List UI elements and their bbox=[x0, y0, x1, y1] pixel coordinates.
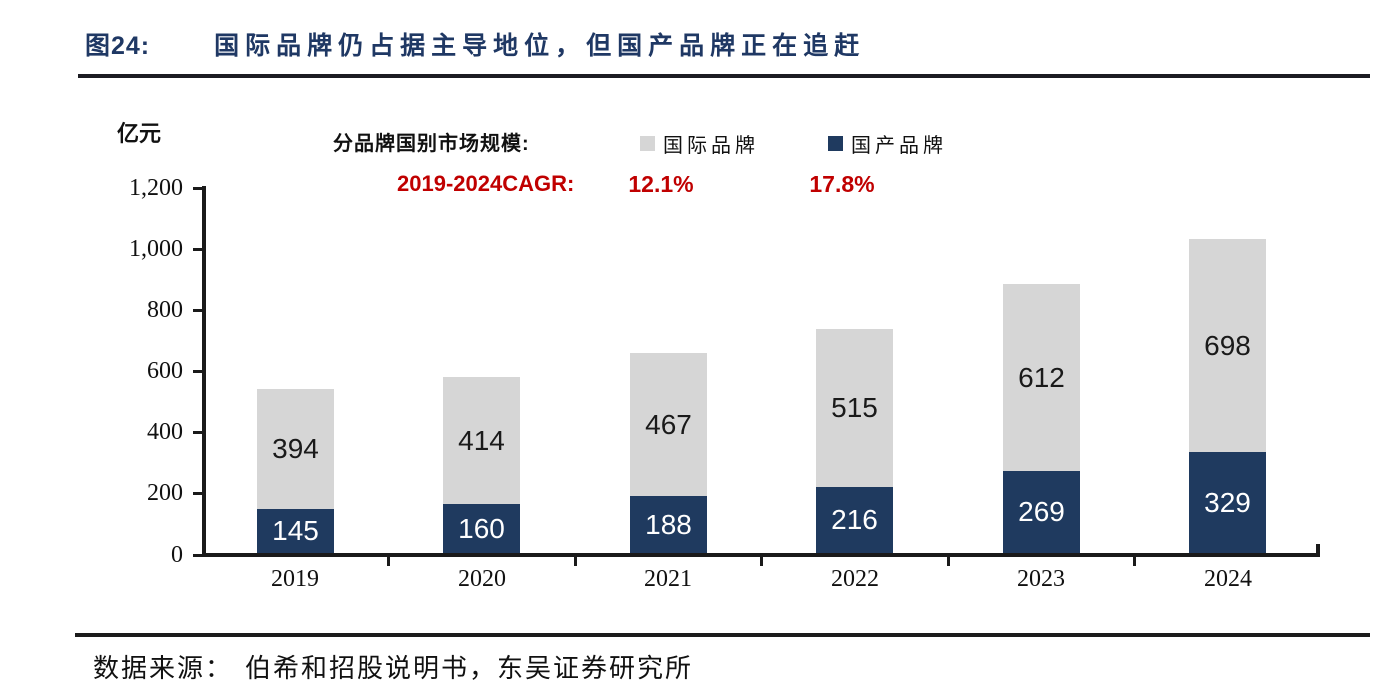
bar-2023-domestic-segment: 269 bbox=[1003, 471, 1080, 553]
bar-2022-domestic-value: 216 bbox=[831, 504, 878, 535]
title-divider bbox=[78, 74, 1370, 78]
bar-2020-domestic-segment: 160 bbox=[443, 504, 520, 553]
x-axis-tick bbox=[760, 557, 763, 566]
x-axis-label-2022: 2022 bbox=[831, 566, 879, 592]
bar-2019-international-segment: 394 bbox=[257, 389, 334, 509]
legend-item-domestic: 国产品牌 bbox=[828, 129, 947, 158]
y-axis-tick bbox=[193, 431, 202, 434]
y-axis-unit-label: 亿元 bbox=[117, 121, 162, 146]
cagr-row-label: 2019-2024CAGR: bbox=[397, 171, 575, 196]
x-axis-label-2021: 2021 bbox=[644, 566, 692, 592]
y-axis-label-1200: 1,200 bbox=[129, 175, 183, 201]
footer-divider bbox=[75, 633, 1370, 637]
bar-2020-international-value: 414 bbox=[458, 424, 505, 456]
bar-2023-international-value: 612 bbox=[1018, 361, 1065, 393]
source-text: 伯希和招股说明书，东吴证券研究所 bbox=[245, 653, 694, 683]
y-axis-tick bbox=[193, 492, 202, 495]
bar-2021-international-value: 467 bbox=[645, 408, 692, 440]
x-axis-end-tick bbox=[1316, 544, 1320, 557]
figure-title: 图24: 国际品牌仍占据主导地位，但国产品牌正在追赶 bbox=[85, 26, 865, 62]
legend-label-domestic: 国产品牌 bbox=[851, 135, 947, 157]
legend-swatch-domestic bbox=[828, 136, 843, 151]
figure-number: 图24: bbox=[85, 32, 151, 60]
y-axis-tick bbox=[193, 187, 202, 190]
bar-2023-domestic-value: 269 bbox=[1018, 496, 1065, 527]
x-axis-tick bbox=[387, 557, 390, 566]
bar-2022-domestic-segment: 216 bbox=[816, 487, 893, 553]
y-axis-tick bbox=[193, 309, 202, 312]
cagr-value-international: 12.1% bbox=[628, 171, 694, 197]
legend-heading: 分品牌国别市场规模: bbox=[333, 133, 530, 155]
y-axis-label-600: 600 bbox=[147, 358, 183, 384]
y-axis-label-0: 0 bbox=[171, 542, 183, 568]
source-label: 数据来源： bbox=[93, 653, 234, 683]
source-line: 数据来源： 伯希和招股说明书，东吴证券研究所 bbox=[93, 648, 693, 685]
x-axis-line bbox=[202, 553, 1320, 557]
bar-2022-international-value: 515 bbox=[831, 392, 878, 423]
x-axis-label-2023: 2023 bbox=[1017, 566, 1065, 592]
y-axis-label-400: 400 bbox=[147, 419, 183, 445]
y-axis-tick bbox=[193, 554, 202, 557]
cagr-value-domestic: 17.8% bbox=[809, 171, 875, 197]
bar-2019-domestic-value: 145 bbox=[272, 515, 319, 546]
bar-2021-international-segment: 467 bbox=[630, 353, 707, 496]
x-axis-label-2024: 2024 bbox=[1204, 566, 1252, 592]
x-axis-tick bbox=[947, 557, 950, 566]
bar-2024-international-value: 698 bbox=[1204, 329, 1251, 361]
y-axis-label-1000: 1,000 bbox=[129, 236, 183, 262]
x-axis-label-2019: 2019 bbox=[271, 566, 319, 592]
bar-2022-international-segment: 515 bbox=[816, 329, 893, 487]
y-axis-label-200: 200 bbox=[147, 480, 183, 506]
y-axis-label-800: 800 bbox=[147, 297, 183, 323]
y-axis-tick bbox=[193, 248, 202, 251]
x-axis-label-2020: 2020 bbox=[458, 566, 506, 592]
x-axis-tick bbox=[1133, 557, 1136, 566]
legend-item-international: 国际品牌 bbox=[640, 129, 759, 158]
bar-2020-domestic-value: 160 bbox=[458, 512, 505, 544]
bar-2021-domestic-value: 188 bbox=[645, 508, 692, 540]
legend-swatch-international bbox=[640, 136, 655, 151]
x-axis-tick bbox=[574, 557, 577, 566]
bar-2024-domestic-value: 329 bbox=[1204, 486, 1251, 518]
bar-2021-domestic-segment: 188 bbox=[630, 496, 707, 553]
legend-label-international: 国际品牌 bbox=[663, 135, 759, 157]
figure-title-text: 国际品牌仍占据主导地位，但国产品牌正在追赶 bbox=[214, 32, 866, 60]
y-axis-tick bbox=[193, 370, 202, 373]
bar-2019-domestic-segment: 145 bbox=[257, 509, 334, 553]
bar-2019-international-value: 394 bbox=[272, 433, 319, 464]
y-axis-line bbox=[202, 186, 206, 557]
bar-2020-international-segment: 414 bbox=[443, 377, 520, 504]
bar-2023-international-segment: 612 bbox=[1003, 284, 1080, 471]
bar-2024-international-segment: 698 bbox=[1189, 239, 1266, 452]
bar-2024-domestic-segment: 329 bbox=[1189, 452, 1266, 553]
